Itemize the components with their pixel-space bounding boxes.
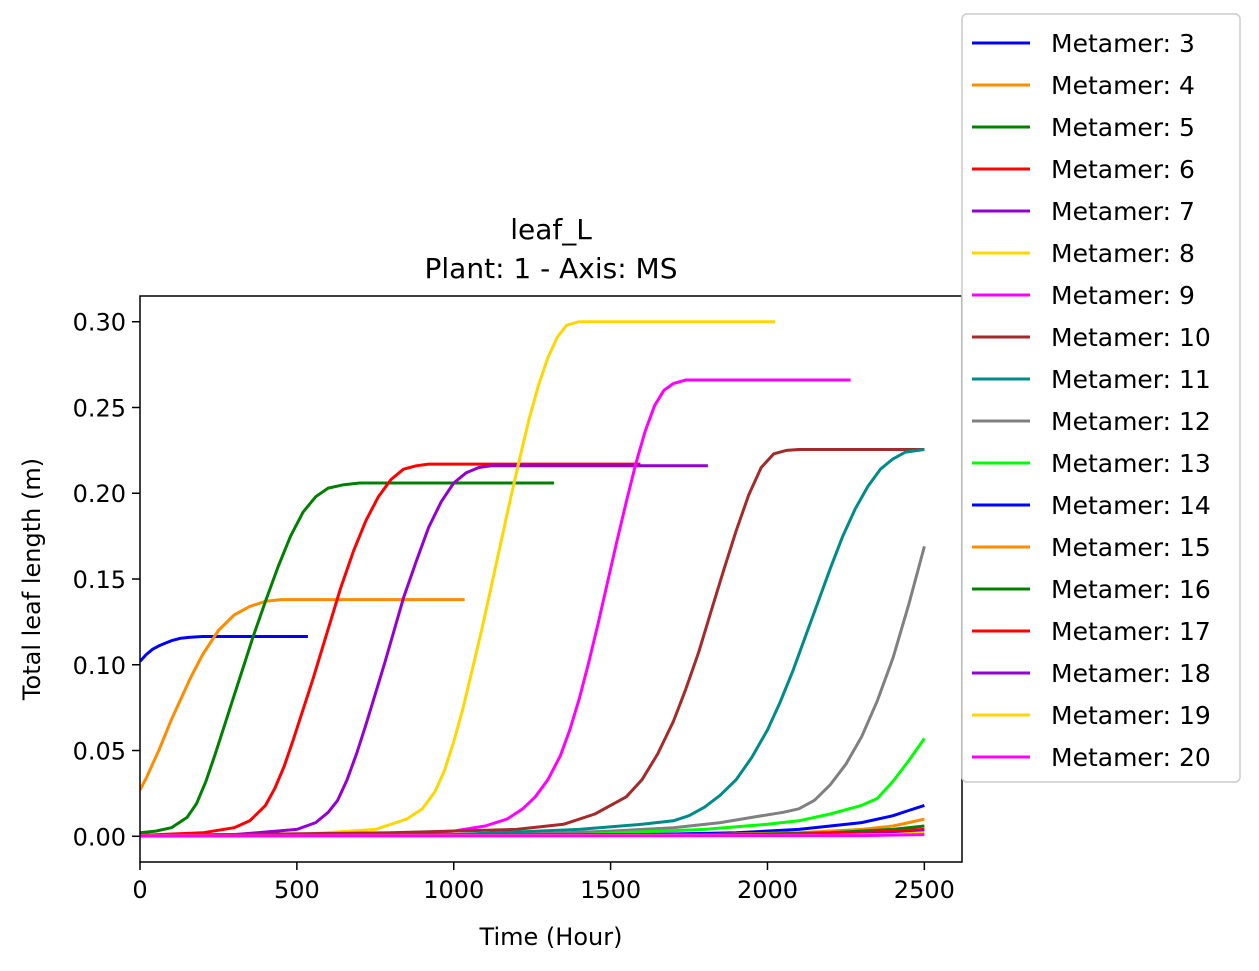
x-tick-label: 2500 (894, 876, 955, 904)
y-axis-title: Total leaf length (m) (18, 458, 46, 701)
x-tick-label: 1500 (580, 876, 641, 904)
series-line-metamer-3 (140, 635, 308, 663)
chart-subtitle: Plant: 1 - Axis: MS (425, 252, 678, 285)
series-line-metamer-13 (140, 737, 926, 837)
x-tick-label: 1000 (423, 876, 484, 904)
legend-entry-label: Metamer: 10 (1051, 323, 1211, 352)
legend-entry-label: Metamer: 4 (1051, 71, 1195, 100)
legend-entry-label: Metamer: 20 (1051, 743, 1211, 772)
legend-entry-label: Metamer: 5 (1051, 113, 1195, 142)
legend-entry-label: Metamer: 7 (1051, 197, 1195, 226)
x-tick-label: 500 (274, 876, 320, 904)
y-tick-label: 0.25 (73, 394, 126, 422)
series-line-metamer-12 (140, 546, 926, 837)
series-line-metamer-9 (140, 378, 851, 837)
legend: Metamer: 3 Metamer: 4 Metamer: 5 Metamer: 6… (961, 13, 1241, 783)
legend-entry-label: Metamer: 9 (1051, 281, 1195, 310)
legend-entry-label: Metamer: 8 (1051, 239, 1195, 268)
x-axis: 0 500 1000 1500 2000 2500 (132, 862, 955, 904)
series-line-metamer-6 (140, 462, 641, 837)
y-tick-label: 0.20 (73, 480, 126, 508)
legend-entry-label: Metamer: 6 (1051, 155, 1195, 184)
legend-entry-label: Metamer: 3 (1051, 29, 1195, 58)
x-tick-label: 0 (132, 876, 147, 904)
x-axis-title: Time (Hour) (479, 923, 623, 951)
y-tick-label: 0.30 (73, 309, 126, 337)
x-tick-label: 2000 (737, 876, 798, 904)
y-tick-label: 0.05 (73, 738, 126, 766)
y-axis: 0.00 0.05 0.10 0.15 0.20 0.25 0.30 (73, 309, 140, 851)
legend-entry-label: Metamer: 17 (1051, 617, 1211, 646)
series-line-metamer-8 (140, 320, 776, 837)
legend-frame (961, 13, 1241, 783)
legend-entry-label: Metamer: 13 (1051, 449, 1211, 478)
legend-entry-label: Metamer: 15 (1051, 533, 1211, 562)
chart-title: leaf_L (510, 213, 592, 246)
legend-entry-label: Metamer: 12 (1051, 407, 1211, 436)
legend-entry-label: Metamer: 19 (1051, 701, 1211, 730)
y-tick-label: 0.15 (73, 566, 126, 594)
series-line-metamer-11 (140, 448, 925, 837)
legend-entry-label: Metamer: 14 (1051, 491, 1211, 520)
legend-entry-label: Metamer: 18 (1051, 659, 1211, 688)
series-line-metamer-5 (140, 481, 555, 835)
series-line-metamer-4 (140, 598, 465, 791)
series-line-metamer-10 (140, 448, 925, 837)
y-tick-label: 0.10 (73, 652, 126, 680)
legend-entry-label: Metamer: 11 (1051, 365, 1211, 394)
legend-entry-label: Metamer: 16 (1051, 575, 1211, 604)
y-tick-label: 0.00 (73, 823, 126, 851)
series-layer (140, 320, 926, 838)
series-line-metamer-7 (140, 464, 708, 837)
series-line-metamer-20 (140, 833, 925, 838)
